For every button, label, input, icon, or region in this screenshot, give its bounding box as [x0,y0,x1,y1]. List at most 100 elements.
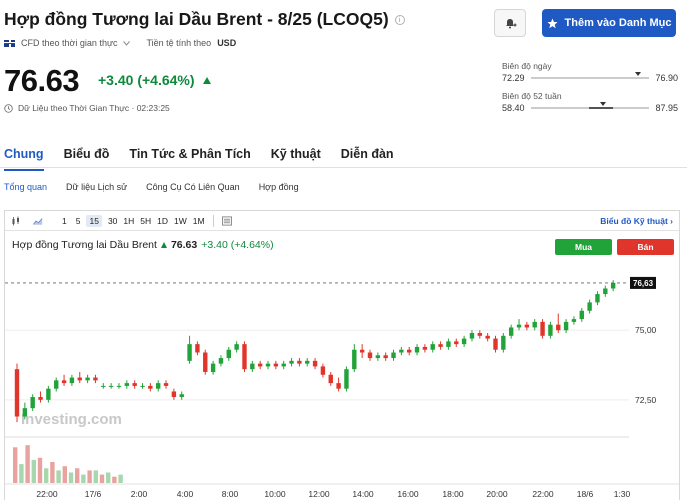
candle-body [297,360,302,364]
candle-body [359,349,365,353]
sub-tabs: Tổng quan Dữ liệu Lịch sử Công Cụ Có Liê… [4,182,299,192]
watchlist-label: Thêm vào Danh Mục [564,17,672,29]
candle-body [124,383,130,386]
day-range-marker [634,72,641,76]
advanced-chart-link[interactable]: Biểu đồ Kỹ thuật › [600,216,673,226]
candle-body [163,383,169,386]
candle-body [493,338,498,350]
candle-body [344,369,349,389]
interval-15[interactable]: 15 [86,214,102,227]
candle-body [501,335,506,350]
y-tick-label: 75,00 [635,325,657,335]
candle-body [273,363,279,367]
interval-1[interactable]: 1 [62,215,67,226]
candle-body [603,288,608,295]
add-to-watchlist-button[interactable]: Thêm vào Danh Mục [542,9,676,37]
chart-instrument-name: Hợp đồng Tương lai Dầu Brent [12,239,157,251]
y-tick-label: 72,50 [635,395,657,405]
day-range-label: Biên độ ngày [502,61,552,71]
interval-1m[interactable]: 1M [192,215,205,226]
status-text: Dữ Liệu theo Thời Gian Thực · 02:23:25 [18,103,170,113]
currency-value: USD [217,38,237,48]
volume-bar [87,470,92,483]
subtab-historical-data[interactable]: Dữ liệu Lịch sử [66,182,128,192]
interval-30[interactable]: 30 [107,215,118,226]
volume-bar [75,468,80,483]
candle-body [54,380,59,389]
volume-bar [37,457,43,483]
interval-5h[interactable]: 5H [140,215,152,226]
candle-body [469,333,475,339]
candle-body [289,360,294,364]
star-icon [546,18,558,28]
x-tick-label: 22:00 [532,489,554,499]
subtab-overview[interactable]: Tổng quan [4,182,48,192]
tab-technical[interactable]: Kỹ thuật [270,147,321,161]
area-chart-icon[interactable] [33,216,43,226]
candle-body [69,377,75,384]
x-tick-label: 1:30 [614,489,631,499]
candle-body [454,341,459,345]
volume-bar [31,459,36,483]
day-range-high: 76.90 [655,73,678,83]
subtab-contracts[interactable]: Hợp đồng [258,182,299,192]
candle-body [485,335,490,339]
candle-body [375,355,381,359]
candle-body [305,360,310,364]
candle-body [352,349,357,370]
candle-body [140,385,145,387]
candle-body [595,294,600,303]
buy-button[interactable]: Mua [555,239,612,255]
candle-body [548,324,553,336]
candle-body [563,321,569,331]
info-icon[interactable]: i [394,15,405,25]
candle-body [540,321,545,336]
sell-button[interactable]: Bán [617,239,674,255]
tab-overview[interactable]: Chung [4,147,44,171]
realtime-status: Dữ Liệu theo Thời Gian Thực · 02:23:25 [4,103,170,113]
candle-body [265,363,271,367]
indicators-icon[interactable] [221,216,232,226]
candle-body [148,385,153,389]
candle-body [383,355,388,359]
candle-body [93,377,98,381]
candle-body [438,344,443,347]
alert-button[interactable] [494,9,526,37]
candle-body [30,397,35,409]
week52-range-low: 58.40 [502,103,525,113]
main-tabs: Chung Biểu đồ Tin Tức & Phân Tích Kỹ thu… [4,147,394,171]
up-arrow-icon [160,242,167,248]
tab-news[interactable]: Tin Tức & Phân Tích [129,147,251,161]
candle-body [532,321,537,328]
interval-1d[interactable]: 1D [157,215,169,226]
candle-body [226,349,231,359]
candle-body [391,352,396,359]
chevron-down-icon[interactable] [123,40,131,46]
volume-bar [112,476,117,483]
candlestick-chart[interactable]: Investing.com 75,00 72,50 76,63 22:00 17/6 2:0… [5,261,679,500]
clock-icon [4,103,13,113]
chart-change: +3.40 (+4.64%) [201,239,274,251]
candle-body [132,383,137,386]
volume-bar [56,470,61,483]
x-tick-label: 18/6 [577,489,594,499]
interval-1w[interactable]: 1W [174,215,187,226]
candle-body [367,352,373,359]
subtab-related-instruments[interactable]: Công Cụ Có Liên Quan [146,182,240,192]
candle-body [610,282,616,289]
up-arrow-icon [202,76,211,84]
interval-5[interactable]: 5 [75,215,81,226]
interval-1h[interactable]: 1H [123,215,135,226]
x-tick-label: 16:00 [397,489,419,499]
volume-bar [106,472,111,483]
volume-bar [19,464,24,483]
candle-body [187,344,192,361]
day-range: Biên độ ngày 72.29 76.90 [502,61,678,83]
tab-forum[interactable]: Diễn đàn [340,147,394,161]
candlestick-type-icon[interactable] [11,216,21,226]
tab-chart[interactable]: Biểu đồ [63,147,110,161]
last-price-box [630,276,656,289]
chart-toolbar: 1 5 15 30 1H 5H 1D 1W 1M Biểu đồ Kỹ thuậ… [5,211,679,231]
candle-body [116,385,122,387]
candle-body [587,302,592,311]
